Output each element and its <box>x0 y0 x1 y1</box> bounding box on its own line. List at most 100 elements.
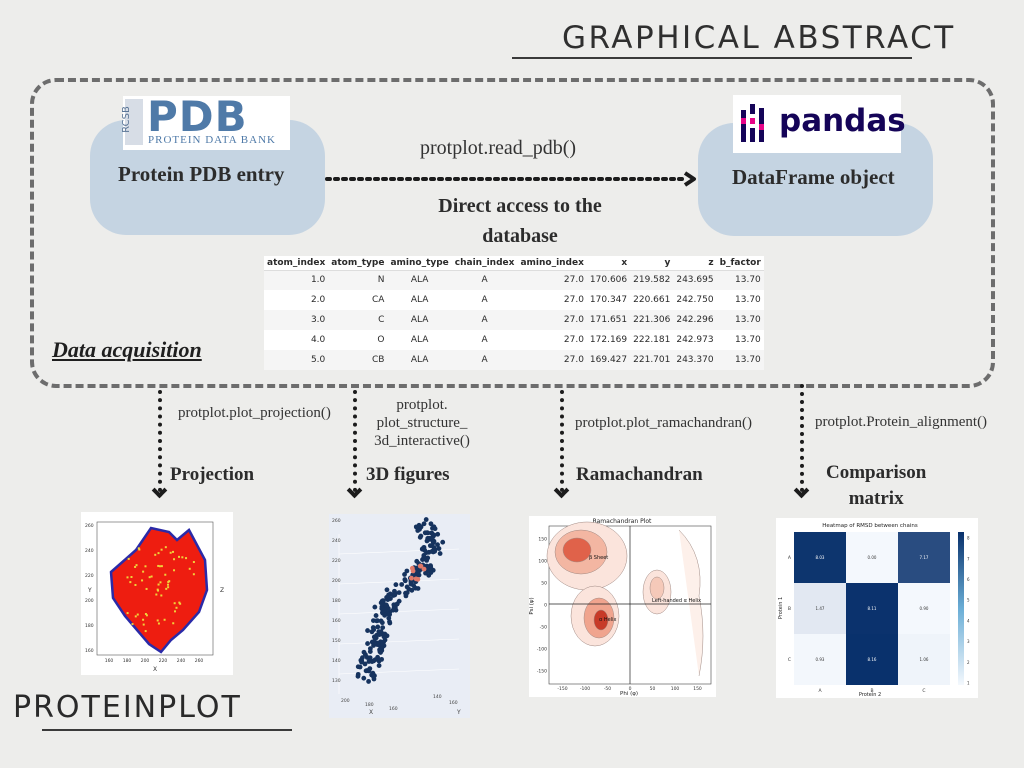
atom-mark <box>164 573 167 576</box>
heatmap-cell <box>846 532 898 583</box>
heatmap-value: 0.93 <box>816 657 825 662</box>
atom-point <box>423 517 429 522</box>
rama-y-tick: -50 <box>540 624 547 630</box>
pandas-bars-icon <box>741 104 765 142</box>
atom-point <box>421 556 427 561</box>
highlight-atom <box>417 563 423 569</box>
atom-point <box>376 663 382 669</box>
atom-point <box>427 568 433 574</box>
atom-point <box>361 675 367 681</box>
rama-xlabel: Phi (φ) <box>620 691 638 697</box>
atom-point <box>380 625 386 631</box>
atom-point <box>378 618 384 624</box>
atom-point <box>380 598 386 604</box>
atom-point <box>367 666 373 672</box>
atom-mark <box>156 619 159 622</box>
structure-x-tick: 160 <box>389 706 398 712</box>
rama-y-tick: -100 <box>537 646 547 652</box>
data-acquisition-frame <box>30 78 995 388</box>
atom-mark <box>145 614 148 617</box>
atom-mark <box>172 550 175 553</box>
atom-point <box>371 643 376 648</box>
column-header: y <box>630 256 674 271</box>
pandas-wordmark: pandas <box>779 103 906 139</box>
heatmap-cell <box>794 583 846 634</box>
atom-point <box>384 633 390 639</box>
atom-point <box>399 582 405 587</box>
ramachandran-label: Ramachandran <box>576 464 703 485</box>
table-row: 4.0 O ALA A 27.0 172.169 222.181 242.973 13.70 <box>310 335 761 345</box>
table-row: 2.0 CA ALA A 27.0 170.347 220.661 242.750 13.70 <box>310 295 761 305</box>
atom-point <box>390 607 396 613</box>
atom-point <box>431 538 437 544</box>
structure-x-tick: 200 <box>341 698 350 704</box>
rcsb-mark: RCSB <box>121 99 143 145</box>
rama-y-tick: -150 <box>537 668 547 674</box>
comparison-arrow <box>800 384 804 492</box>
atom-mark <box>192 561 195 564</box>
atom-mark <box>181 556 184 559</box>
colorbar-tick: 3 <box>967 639 970 644</box>
atom-mark <box>160 565 163 568</box>
atom-point <box>440 539 446 545</box>
heatmap-ylabel: Protein 1 <box>778 597 784 619</box>
atom-point <box>382 612 388 618</box>
rama-y-tick: 150 <box>538 537 547 543</box>
rmsd-heatmap: Heatmap of RMSD between chains 8.03 0.00 7… <box>776 518 978 698</box>
atom-point <box>414 558 420 564</box>
atom-point <box>387 612 392 618</box>
heatmap-cell <box>898 634 950 685</box>
read-caption: Direct access to the database <box>438 195 602 247</box>
title-underline <box>512 57 912 59</box>
atom-point <box>426 572 432 578</box>
atom-point <box>415 528 421 533</box>
rama-x-tick: -50 <box>604 686 611 692</box>
structure-ylabel: Y <box>456 709 461 716</box>
projection-x-ticks: 160 180 200 220 240 260 <box>105 658 204 664</box>
heatmap-value: 1.47 <box>816 606 825 611</box>
atom-point <box>421 521 427 527</box>
read-pdb-function: protplot.read_pdb() <box>420 137 577 159</box>
ramachandran-function: protplot.plot_ramachandran() <box>575 415 753 431</box>
structure-xlabel: X <box>369 709 373 716</box>
atom-mark <box>129 581 132 584</box>
atom-mark <box>144 630 147 633</box>
ramachandran-plot: Ramachandran Plot β Sheet α Helix Left-h… <box>529 516 716 697</box>
colorbar-tick: 1 <box>967 680 970 685</box>
structure-z-tick: 220 <box>332 558 341 564</box>
atom-mark <box>144 612 147 615</box>
structure-y-tick: 160 <box>449 700 458 706</box>
structure-x-ticks: 200 180 160 <box>341 698 398 712</box>
atom-point <box>379 606 385 612</box>
projection-x-tick: 220 <box>159 658 168 664</box>
structure-z-tick: 140 <box>332 658 341 664</box>
heatmap-cell <box>846 583 898 634</box>
rama-region-label: α Helix <box>599 617 616 623</box>
atom-mark <box>179 602 182 605</box>
projection-label: Projection <box>170 464 255 485</box>
heatmap-y-tick: C <box>788 657 791 663</box>
atom-mark <box>142 618 145 621</box>
projection-y-tick: 260 <box>85 523 94 529</box>
graphical-abstract-title: GRAPHICAL ABSTRACT <box>562 20 956 56</box>
colorbar-tick: 5 <box>967 598 970 603</box>
projection-y-ticks: 260 240 220 200 180 160 <box>85 523 94 654</box>
structure-z-tick: 130 <box>332 678 341 684</box>
colorbar-tick: 4 <box>967 618 970 623</box>
atom-point <box>387 620 393 626</box>
pdb-subtitle: PROTEIN DATA BANK <box>148 134 276 146</box>
rama-region-label: Left-handed α Helix <box>652 598 701 604</box>
atom-mark <box>155 593 158 596</box>
atom-mark <box>144 565 147 568</box>
colorbar-tick: 2 <box>967 660 970 665</box>
comparison-label: Comparison matrix <box>826 462 927 509</box>
proteinplot-brand: PROTEINPLOT <box>13 690 242 725</box>
atom-point <box>372 604 378 610</box>
atom-mark <box>157 583 160 586</box>
atom-mark <box>126 612 129 615</box>
table-row: 5.0 CB ALA A 27.0 169.427 221.701 243.370 13.70 <box>264 350 764 370</box>
atom-mark <box>136 613 139 616</box>
projection-y-tick: 220 <box>85 573 94 579</box>
atom-mark <box>164 546 167 549</box>
projection-ylabel: Y <box>87 587 92 594</box>
